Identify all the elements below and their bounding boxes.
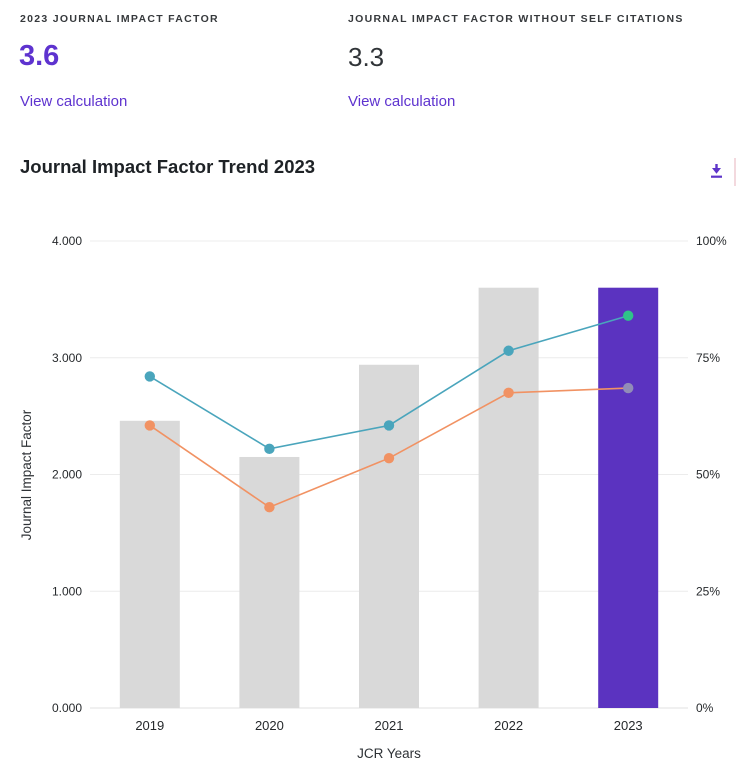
right-axis-tick: 25% <box>696 584 720 598</box>
chart-section-title: Journal Impact Factor Trend 2023 <box>20 156 316 177</box>
orange-line-point-2020[interactable] <box>264 501 275 513</box>
jif-no-self-metric-value: 3.3 <box>348 42 385 72</box>
teal-line-point-2019[interactable] <box>144 371 155 382</box>
jif-metric-value: 3.6 <box>19 40 60 72</box>
x-axis-title: JCR Years <box>357 746 421 761</box>
bar-2022[interactable] <box>478 287 539 708</box>
jif-trend-chart: 4.000 100% 3.000 75% 2.000 50% 1.000 25% 0.000 0%… <box>19 234 727 761</box>
y-axis-title: Journal Impact Factor <box>19 409 34 540</box>
right-axis-tick: 50% <box>696 468 720 482</box>
orange-line-point-2021[interactable] <box>383 452 395 464</box>
bar-2023[interactable] <box>598 287 659 708</box>
jif-metric-label: 2023 JOURNAL IMPACT FACTOR <box>20 13 219 25</box>
teal-line-point-2022[interactable] <box>503 345 514 356</box>
right-axis-tick: 0% <box>696 701 714 715</box>
bar-2020[interactable] <box>239 456 300 708</box>
right-axis-tick: 75% <box>696 351 720 365</box>
bar-2021[interactable] <box>359 364 419 708</box>
x-axis-label-2023: 2023 <box>614 718 643 733</box>
right-axis-tick: 100% <box>696 234 727 248</box>
orange-line-point-2022[interactable] <box>503 387 514 398</box>
jif-no-self-view-calculation-link[interactable]: View calculation <box>348 93 456 110</box>
left-axis-tick: 0.000 <box>52 701 82 715</box>
teal-line-point-2023[interactable] <box>623 310 634 321</box>
download-chart-button[interactable] <box>707 161 725 181</box>
orange-line-point-2019[interactable] <box>144 420 155 431</box>
bar-2019[interactable] <box>119 420 180 708</box>
download-icon <box>710 163 722 178</box>
jif-no-self-metric-label: JOURNAL IMPACT FACTOR WITHOUT SELF CITAT… <box>348 13 684 25</box>
x-axis-label-2019: 2019 <box>135 718 164 733</box>
left-axis-tick: 4.000 <box>52 234 82 248</box>
x-axis-label-2021: 2021 <box>375 718 404 733</box>
clipped-element-right-edge <box>734 158 736 186</box>
orange-line-point-2023[interactable] <box>623 382 634 394</box>
x-axis-label-2020: 2020 <box>255 718 284 733</box>
x-axis-label-2022: 2022 <box>494 718 523 733</box>
left-axis-tick: 2.000 <box>52 468 82 482</box>
teal-line-point-2020[interactable] <box>264 443 275 455</box>
jif-view-calculation-link[interactable]: View calculation <box>20 93 128 110</box>
left-axis-tick: 1.000 <box>52 584 82 598</box>
teal-line-point-2021[interactable] <box>383 420 395 431</box>
left-axis-tick: 3.000 <box>52 351 82 365</box>
